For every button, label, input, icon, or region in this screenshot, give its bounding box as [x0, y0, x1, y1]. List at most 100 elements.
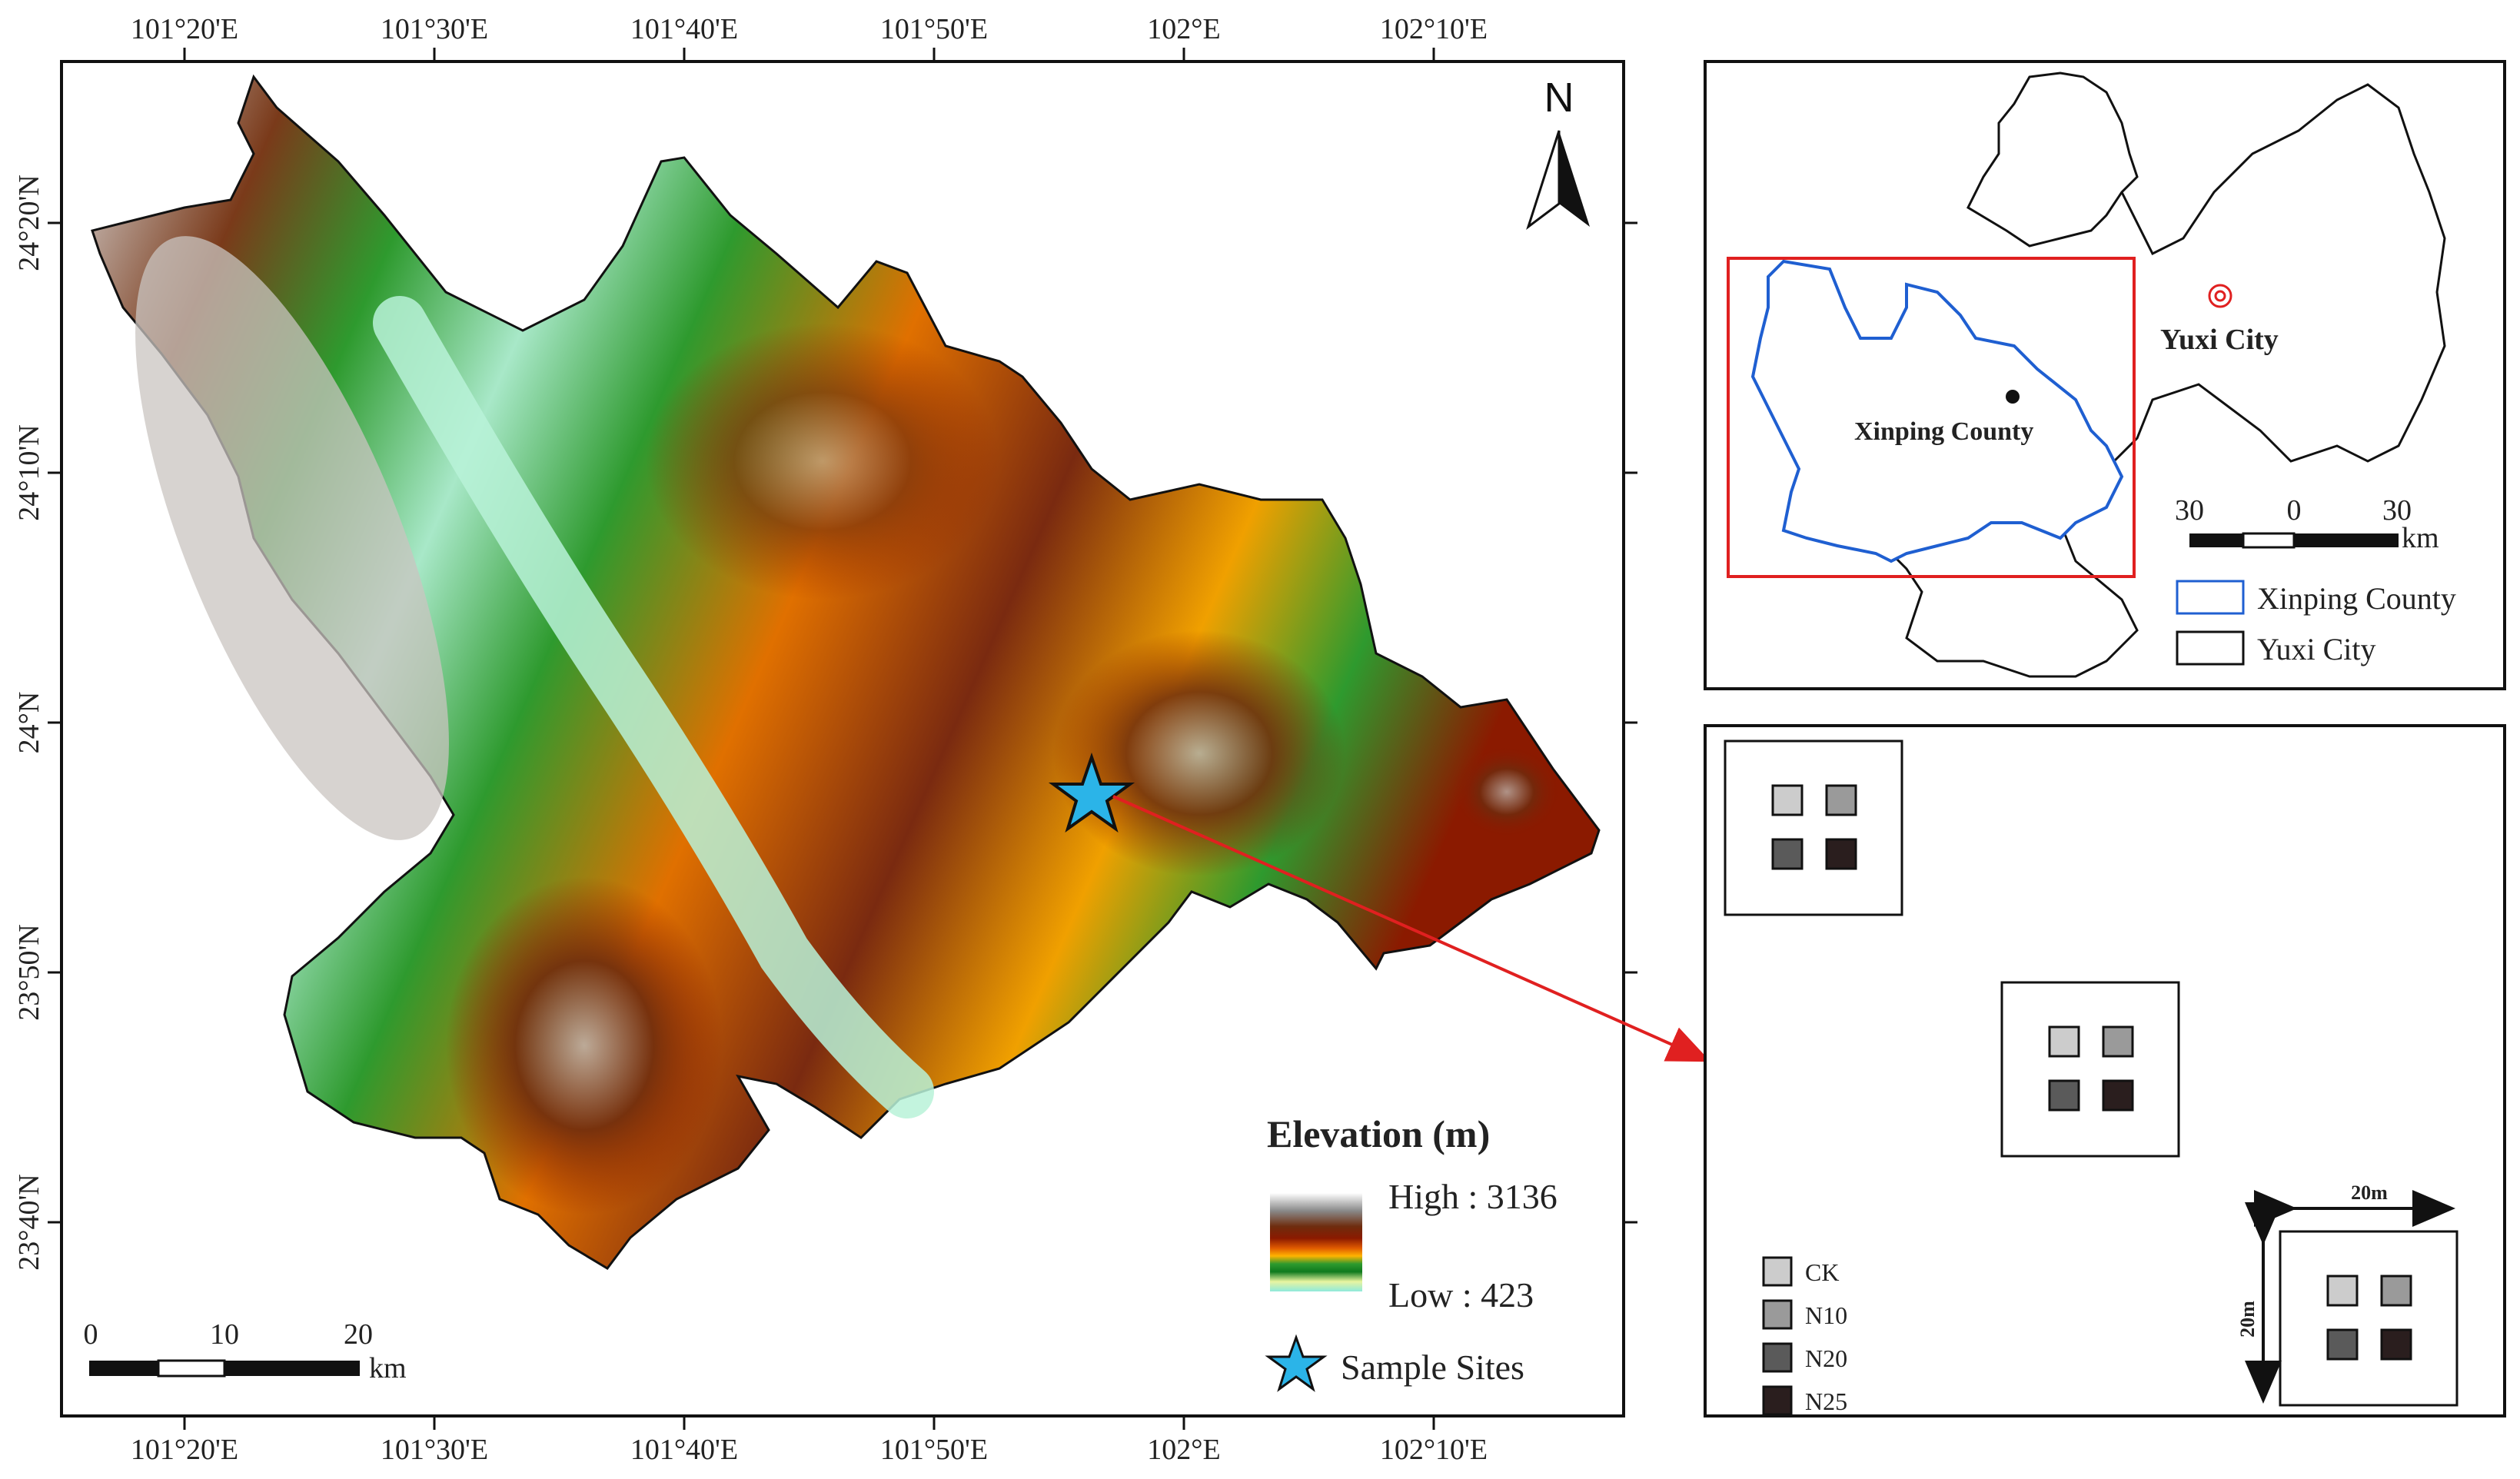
yuxi-city-boundary: [1876, 71, 2446, 678]
lon-label: 102°E: [1147, 1434, 1220, 1466]
plot-n20: [1771, 838, 1804, 870]
lon-label: 101°30'E: [381, 13, 488, 45]
lat-label: 24°N: [13, 692, 45, 754]
plot-ck: [2326, 1275, 2359, 1307]
north-arrow-icon: [1559, 131, 1590, 227]
xinping-county-seat-icon: [2006, 390, 2020, 404]
legend-label-yuxi: Yuxi City: [2257, 632, 2375, 666]
treatment-swatch-n20: [1762, 1342, 1793, 1373]
plot-block: [1724, 740, 1903, 916]
scale-tick: 0: [2287, 494, 2302, 527]
plot-layout-panel: 20m 20m CK N10 N20 N25: [1704, 724, 2506, 1418]
treatment-label: N10: [1805, 1301, 1847, 1329]
elevation-legend: Elevation (m) High : 3136 Low : 423 Samp…: [1265, 1112, 1558, 1392]
lat-label: 23°50'N: [13, 924, 45, 1021]
north-label: N: [1544, 75, 1574, 121]
lat-label: 23°40'N: [13, 1174, 45, 1271]
legend-title: Elevation (m): [1267, 1112, 1490, 1155]
lat-label: 24°20'N: [13, 174, 45, 271]
inset-highlight-box: [1727, 257, 2136, 578]
plot-n10: [2380, 1275, 2412, 1307]
treatment-swatch-n25: [1762, 1385, 1793, 1416]
far-east-massif: [1453, 746, 1561, 838]
western-ridge: [135, 236, 449, 840]
frame-ticks: [48, 48, 1637, 1430]
lon-label: 102°E: [1147, 13, 1220, 45]
inset-legend: Xinping County Yuxi City: [2176, 580, 2456, 666]
plot-n25: [2380, 1328, 2412, 1361]
inset-scale-bar: 30 0 30 km: [2175, 494, 2439, 554]
scale-segment: [2242, 532, 2296, 549]
plot-block-outline: [2000, 981, 2180, 1158]
scale-unit: km: [369, 1352, 407, 1384]
lat-labels: 24°20'N 24°10'N 24°N 23°50'N 23°40'N: [13, 174, 45, 1271]
lat-label: 24°10'N: [13, 424, 45, 521]
treatment-label: CK: [1805, 1258, 1839, 1286]
legend-low-label: Low : 423: [1388, 1275, 1534, 1314]
lon-label: 101°40'E: [630, 1434, 738, 1466]
lon-label: 101°30'E: [381, 1434, 488, 1466]
north-arrow-icon: [1526, 130, 1561, 231]
plot-ck: [1771, 784, 1804, 816]
scale-segment: [2189, 533, 2243, 547]
lon-labels-top: 101°20'E 101°30'E 101°40'E 101°50'E 102°…: [131, 13, 1488, 45]
plot-block-outline: [2279, 1230, 2458, 1407]
central-massif: [646, 323, 999, 600]
main-map: 101°20'E 101°30'E 101°40'E 101°50'E 102°…: [13, 13, 1711, 1466]
plot-n25: [1825, 838, 1857, 870]
scale-tick: 30: [2382, 494, 2412, 527]
scale-segment: [89, 1361, 158, 1376]
legend-label-xinping: Xinping County: [2257, 581, 2456, 616]
treatment-label: N20: [1805, 1344, 1847, 1372]
elevation-terrain: [91, 74, 1601, 1270]
plot-block: [2000, 981, 2180, 1158]
height-dimension: 20m: [2236, 1202, 2282, 1404]
lon-labels-bottom: 101°20'E 101°30'E 101°40'E 101°50'E 102°…: [131, 1434, 1488, 1466]
scale-tick: 0: [84, 1318, 98, 1351]
legend-swatch-yuxi: [2176, 630, 2245, 666]
height-label: 20m: [2236, 1301, 2259, 1338]
plot-ck: [2048, 1025, 2080, 1058]
scale-tick: 20: [344, 1318, 373, 1351]
lon-label: 101°50'E: [880, 1434, 988, 1466]
elevation-colorbar: [1270, 1193, 1362, 1291]
inset-map: Xinping County Yuxi City 30 0 30 km Xinp…: [1704, 60, 2506, 690]
yuxi-city-label: Yuxi City: [2160, 324, 2279, 356]
legend-sample-label: Sample Sites: [1341, 1348, 1524, 1387]
scale-segment: [2294, 533, 2399, 547]
sample-site-star-icon[interactable]: [1048, 752, 1135, 833]
width-dimension: 20m: [2254, 1182, 2455, 1227]
scale-tick: 10: [210, 1318, 239, 1351]
north-arrow: N: [1526, 75, 1590, 231]
legend-high-label: High : 3136: [1388, 1177, 1558, 1216]
width-label: 20m: [2351, 1182, 2388, 1204]
yuxi-city-seat-icon: [2214, 290, 2226, 302]
plot-n10: [2102, 1025, 2134, 1058]
lon-label: 101°50'E: [880, 13, 988, 45]
treatment-swatch-ck: [1762, 1256, 1793, 1287]
lon-label: 102°10'E: [1380, 1434, 1488, 1466]
legend-star-icon: [1265, 1334, 1328, 1392]
lon-label: 101°20'E: [131, 1434, 238, 1466]
scale-segment: [224, 1361, 360, 1376]
lon-label: 101°40'E: [630, 13, 738, 45]
xinping-county-label: Xinping County: [1854, 417, 2033, 446]
sample-site-marker[interactable]: [1048, 752, 1135, 833]
treatment-legend: CK N10 N20 N25: [1762, 1256, 1847, 1416]
yuxi-city-seat-icon: [2208, 284, 2232, 308]
main-scale-bar: 0 10 20 km: [84, 1318, 407, 1384]
treatment-label: N25: [1805, 1388, 1847, 1415]
southwest-massif: [446, 876, 723, 1215]
plot-n25: [2102, 1079, 2134, 1112]
plot-n10: [1825, 784, 1857, 816]
legend-swatch-xinping: [2176, 580, 2245, 615]
eastern-massif: [1053, 630, 1345, 876]
river-valley: [373, 296, 934, 1118]
pointer-arrow: [1112, 795, 1711, 1062]
xinping-county-outline: [1750, 259, 2124, 563]
scale-unit: km: [2402, 522, 2439, 554]
plot-block-outline: [1724, 740, 1903, 916]
scale-tick: 30: [2175, 494, 2204, 527]
plot-n20: [2048, 1079, 2080, 1112]
